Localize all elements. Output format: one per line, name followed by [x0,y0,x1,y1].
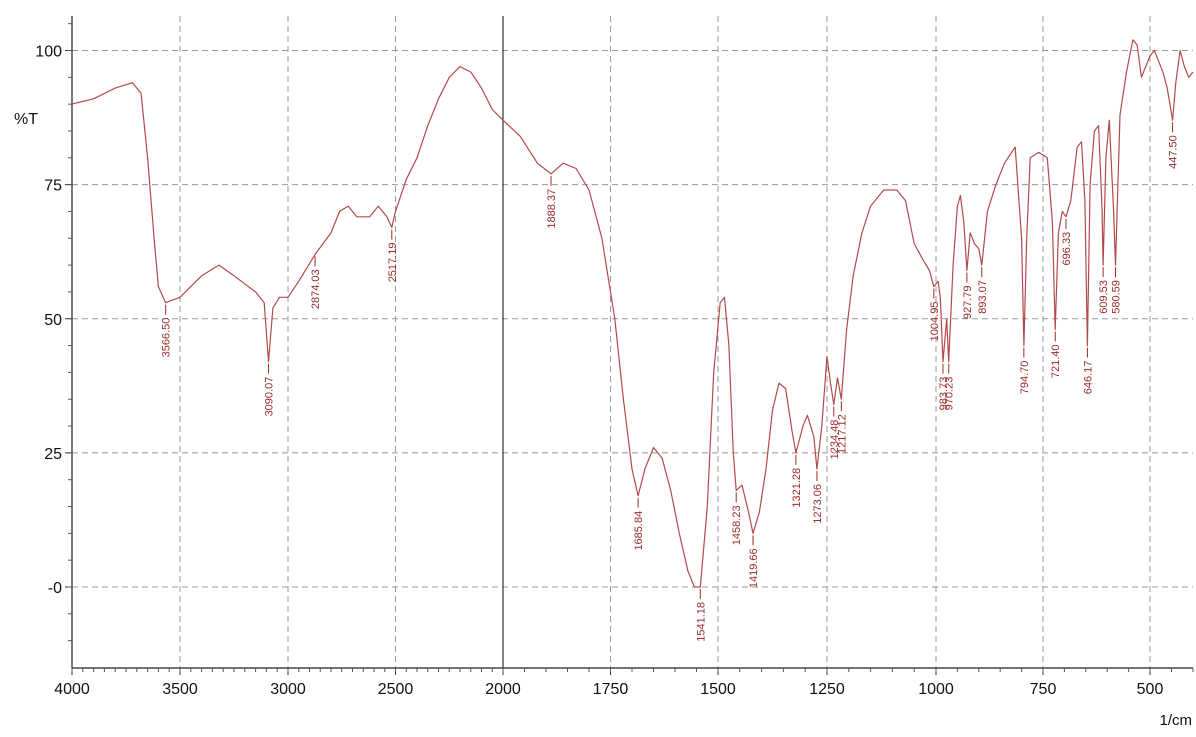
x-tick-label: 3000 [270,681,306,698]
peak-label: 970.23 [944,377,956,411]
y-tick-label: 75 [44,178,62,195]
peak-label: 447.50 [1168,135,1180,169]
y-tick-label: 50 [44,312,62,329]
y-tick-label: 100 [35,44,62,61]
peak-label: 721.40 [1050,344,1062,378]
x-tick-label: 3500 [162,681,198,698]
peak-label: 580.59 [1111,280,1123,314]
peak-label: 646.17 [1082,361,1094,395]
y-axis-label: %T [14,111,38,128]
y-ticks: 100 75 50 25 -0 [35,23,72,642]
peak-label: 1458.23 [731,505,743,545]
peak-label: 1273.06 [812,484,824,524]
y-tick-label: 25 [44,446,62,463]
peak-label: 1419.66 [748,548,760,588]
series-layer [71,39,1194,588]
peak-annotations: 3566.50 3090.07 2874.03 2517.19 1888.37 1685.… [161,122,1180,642]
peak-label: 1541.18 [695,602,707,642]
x-axis-unit: 1/cm [1159,712,1192,729]
peak-label: 893.07 [977,280,989,314]
x-tick-label: 1000 [918,681,954,698]
peak-label: 794.70 [1019,361,1031,395]
x-tick-label: 2500 [378,681,414,698]
x-ticks: 4000 3500 3000 2500 2000 1750 1500 1250 1000 750 5… [54,668,1194,698]
peak-label: 609.53 [1098,280,1110,314]
x-tick-label: 2000 [485,681,521,698]
peak-label: 3090.07 [264,377,276,417]
peak-label: 1234.48 [829,420,841,460]
peak-label: 2517.19 [387,243,399,283]
peak-label: 1888.37 [546,189,558,229]
peak-label: 1217.12 [836,414,848,454]
peak-label: 1321.28 [791,468,803,508]
y-tick-label: -0 [48,580,62,597]
peak-label: 983.73 [938,377,950,411]
peak-label: 2874.03 [310,269,322,309]
spectrum-line [71,39,1194,588]
x-tick-label: 1500 [700,681,736,698]
peak-label: 1685.84 [633,511,645,551]
peak-label: 3566.50 [161,318,173,358]
x-tick-label: 500 [1137,681,1164,698]
x-tick-label: 4000 [54,681,90,698]
x-tick-label: 1750 [593,681,629,698]
x-tick-label: 750 [1030,681,1057,698]
peak-label: 696.33 [1061,232,1073,266]
x-tick-label: 1250 [809,681,845,698]
peak-label: 927.79 [962,285,974,319]
peak-label: 1004.95 [929,302,941,342]
